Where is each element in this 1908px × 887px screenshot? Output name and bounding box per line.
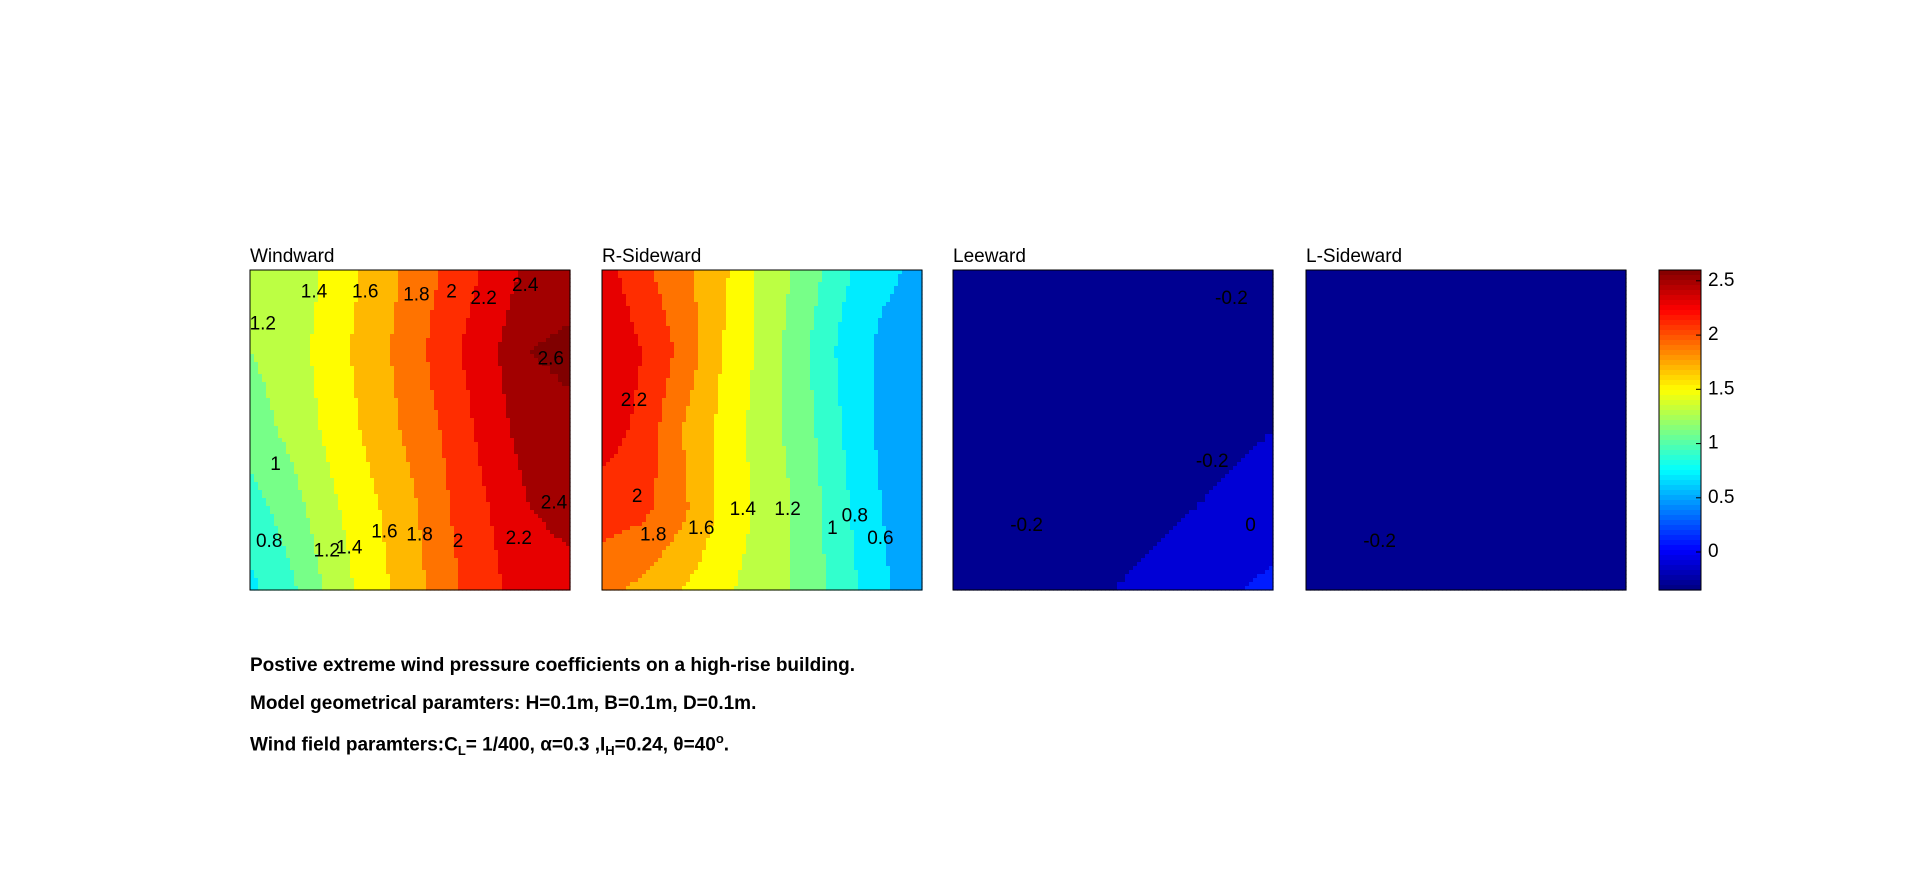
contour-label: 1: [270, 454, 281, 475]
contour-label: 2.4: [541, 493, 568, 514]
colorbar: 2.5 2 1.5 1 0.5 0: [1659, 270, 1734, 591]
colorbar-tick-label: 1: [1708, 433, 1719, 454]
panel-title: R-Sideward: [602, 246, 701, 267]
panel-title: Leeward: [953, 246, 1026, 267]
caption-line-3-prefix: Wind field paramters:C: [250, 734, 458, 755]
contour-label: 1.2: [774, 499, 800, 520]
contour-label: -0.2: [1363, 531, 1396, 552]
panel-2: R-Sideward 2.2 2 1.8 1.6 1.4 1.2 10.80.6: [602, 246, 923, 591]
contour-label: 1.6: [371, 521, 397, 542]
contour-fill: [1306, 270, 1627, 591]
colorbar-tick-label: 2.5: [1708, 270, 1734, 291]
colorbar-gradient: [1659, 270, 1701, 591]
caption-line-3-mid1: = 1/400, α=0.3 ,I: [466, 734, 606, 755]
panel-3: Leeward -0.2 -0.2 -0.2 0: [953, 246, 1274, 591]
panel-title: Windward: [250, 246, 334, 267]
caption-line-3-sub-l: L: [458, 743, 466, 758]
caption-line-3: Wind field paramters:CL= 1/400, α=0.3 ,I…: [250, 731, 729, 758]
contour-label: 1.6: [688, 518, 714, 539]
contour-label: 0: [1245, 515, 1256, 536]
colorbar-tick-label: 1.5: [1708, 378, 1734, 399]
panel-title: L-Sideward: [1306, 246, 1402, 267]
contour-label: -0.2: [1196, 451, 1229, 472]
caption-line-2: Model geometrical paramters: H=0.1m, B=0…: [250, 693, 756, 715]
colorbar-tick-label: 0.5: [1708, 487, 1734, 508]
contour-label: 2.2: [470, 288, 496, 309]
contour-label: 2: [446, 281, 457, 302]
contour-panels: Windward 1.4 1.6 1.8 2 2.2 2.4 1.2 2.6 1 2.4 0.8 1.2…: [250, 246, 1627, 591]
panel-4: L-Sideward -0.2: [1306, 246, 1627, 591]
contour-label: 1.6: [352, 281, 378, 302]
contour-label: 2: [453, 531, 464, 552]
contour-label: 2.4: [512, 275, 539, 296]
caption-line-1: Postive extreme wind pressure coefficien…: [250, 655, 855, 677]
contour-label: -0.2: [1215, 288, 1248, 309]
contour-label: 1.8: [406, 525, 432, 546]
contour-label: 0.6: [867, 528, 893, 549]
contour-label: 1.4: [336, 537, 363, 558]
contour-label: 2: [632, 486, 643, 507]
caption-line-3-end: .: [724, 734, 729, 755]
contour-label: 0.8: [256, 531, 282, 552]
caption-line-3-sub-h: H: [605, 743, 614, 758]
contour-label: 1.4: [301, 281, 328, 302]
contour-label: 2.2: [621, 390, 647, 411]
colorbar-tick-label: 2: [1708, 324, 1719, 345]
contour-label: 1.8: [640, 525, 666, 546]
contour-label: 1.4: [730, 499, 757, 520]
colorbar-tick-label: 0: [1708, 541, 1719, 562]
contour-label: 1.8: [403, 285, 429, 306]
caption-line-3-mid2: =0.24, θ=40: [615, 734, 716, 755]
contour-fill: [953, 270, 1274, 591]
contour-label: -0.2: [1010, 515, 1043, 536]
contour-label: 1.2: [250, 313, 276, 334]
contour-label: 0.8: [842, 505, 868, 526]
contour-label: 1: [827, 518, 838, 539]
contour-label: 2.2: [506, 528, 532, 549]
contour-label: 2.6: [538, 349, 564, 370]
caption-line-3-degree: o: [716, 731, 724, 746]
